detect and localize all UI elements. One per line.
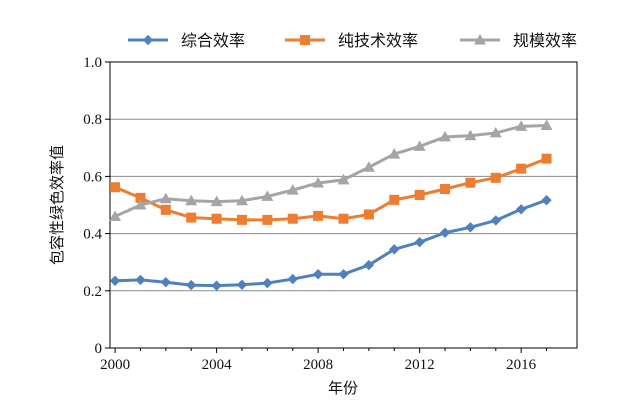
data-point [388, 148, 401, 159]
data-point [490, 172, 501, 183]
data-point [389, 244, 400, 255]
y-tick-label: 0.4 [83, 227, 102, 243]
series-0 [109, 194, 552, 291]
data-point [515, 204, 527, 215]
data-point [235, 194, 248, 206]
y-tick-label: 0.2 [83, 284, 102, 300]
data-point [337, 173, 350, 185]
legend-label-2: 规模效率 [513, 31, 577, 50]
data-point [490, 215, 501, 226]
data-point [541, 194, 552, 206]
y-tick-label: 1.0 [83, 55, 102, 71]
data-point [313, 210, 324, 221]
series-line-2 [113, 123, 549, 218]
x-axis-ticks: 2000 2004 2008 2012 2016 [100, 348, 548, 373]
data-point [439, 227, 451, 238]
data-point [134, 199, 147, 210]
legend-label-1: 纯技术效率 [338, 31, 418, 50]
y-tick-label: 0 [95, 341, 103, 357]
legend-marker-2 [474, 34, 486, 45]
data-point [159, 192, 172, 204]
x-axis-title: 年份 [328, 379, 358, 397]
x-tick-label: 2016 [506, 357, 537, 373]
data-point [185, 194, 198, 206]
data-point [211, 213, 222, 224]
data-point [160, 204, 171, 215]
legend-marker-1 [300, 35, 310, 45]
y-tick-label: 0.6 [83, 169, 102, 185]
y-axis-ticks: 0 0.2 0.4 0.6 0.8 1.0 [83, 55, 110, 357]
data-point [312, 269, 324, 280]
data-point [262, 214, 273, 225]
data-point [489, 126, 502, 138]
legend: 综合效率 纯技术效率 规模效率 [128, 31, 577, 50]
legend-item-2: 规模效率 [460, 31, 577, 50]
legend-item-0: 综合效率 [128, 31, 245, 50]
data-point [413, 140, 426, 151]
data-point [515, 120, 528, 131]
series-layer [109, 119, 553, 291]
data-point [186, 279, 197, 291]
plot-area [109, 61, 578, 349]
data-point [465, 222, 476, 233]
legend-marker-0 [142, 34, 154, 46]
data-point [160, 277, 172, 288]
data-point [363, 209, 374, 220]
data-point [261, 190, 274, 201]
data-point [287, 213, 298, 224]
data-point [540, 119, 553, 130]
data-point [109, 275, 121, 286]
data-point [338, 269, 349, 280]
data-point [286, 184, 299, 195]
series-1 [110, 153, 552, 225]
data-point [439, 130, 452, 142]
data-point [135, 192, 146, 203]
data-point [287, 273, 298, 285]
data-point [363, 259, 375, 271]
data-point [262, 277, 273, 289]
data-point [541, 153, 552, 164]
data-point [414, 189, 425, 200]
x-tick-label: 2000 [100, 357, 130, 373]
data-point [186, 212, 197, 223]
legend-item-1: 纯技术效率 [285, 31, 418, 50]
data-point [210, 195, 223, 207]
data-point [135, 274, 146, 286]
data-point [236, 279, 248, 290]
data-point [110, 182, 121, 193]
series-2 [109, 119, 553, 221]
y-tick-label: 0.8 [83, 112, 102, 128]
x-tick-label: 2008 [303, 357, 333, 373]
data-point [516, 163, 527, 174]
data-point [312, 176, 325, 188]
data-point [362, 161, 375, 172]
data-point [211, 280, 222, 291]
data-point [414, 236, 425, 248]
data-point [440, 183, 451, 194]
data-point [338, 213, 349, 224]
data-point [109, 210, 122, 221]
gridlines [110, 118, 577, 292]
data-point [236, 214, 247, 225]
y-axis-title: 包容性绿色效率值 [48, 145, 66, 265]
data-point [389, 194, 400, 205]
data-point [465, 177, 476, 188]
legend-label-0: 综合效率 [181, 31, 245, 50]
data-point [464, 129, 477, 141]
x-tick-label: 2004 [202, 357, 233, 373]
series-line-1 [113, 157, 549, 222]
x-tick-label: 2012 [405, 357, 435, 373]
